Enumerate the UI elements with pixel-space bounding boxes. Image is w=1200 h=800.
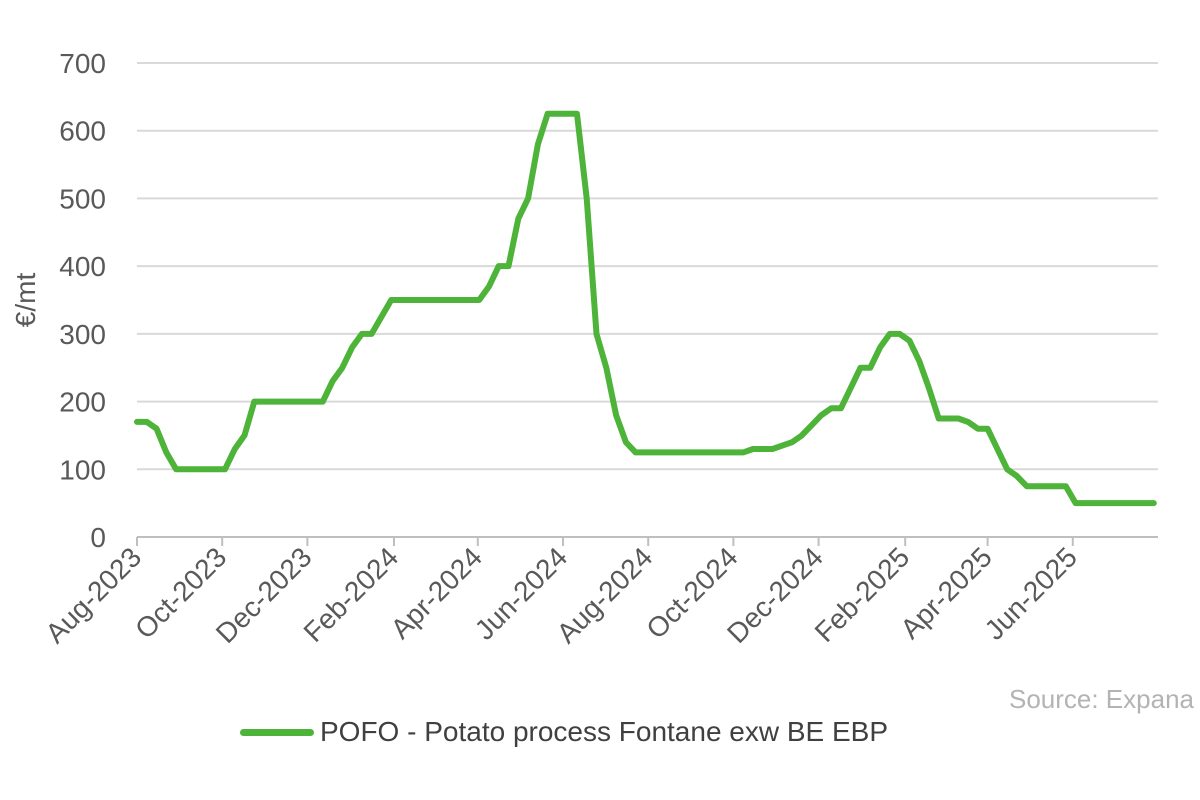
legend-label: POFO - Potato process Fontane exw BE EBP xyxy=(320,716,889,747)
gridlines xyxy=(137,62,1158,471)
y-tick-label: 0 xyxy=(90,522,106,553)
legend: POFO - Potato process Fontane exw BE EBP xyxy=(240,716,888,748)
y-tick-label: 300 xyxy=(59,319,106,350)
series-group xyxy=(134,110,1157,507)
y-tick-label: 200 xyxy=(59,387,106,418)
source-note: Source: Expana xyxy=(1008,684,1194,714)
legend-swatch xyxy=(240,728,314,736)
y-tick-label: 100 xyxy=(59,454,106,485)
x-axis-ticks: Aug-2023Oct-2023Dec-2023Feb-2024Apr-2024… xyxy=(39,537,1083,649)
x-tick-label: Apr-2024 xyxy=(385,541,488,644)
series-line xyxy=(134,110,1157,507)
y-tick-label: 400 xyxy=(59,251,106,282)
x-tick-label: Apr-2025 xyxy=(894,541,997,644)
x-tick-label: Jun-2025 xyxy=(979,541,1083,645)
x-tick-label: Feb-2024 xyxy=(298,541,405,648)
y-axis-title: €/mt xyxy=(10,273,41,328)
y-tick-label: 600 xyxy=(59,116,106,147)
x-tick-label: Aug-2023 xyxy=(39,541,147,649)
x-tick-label: Feb-2025 xyxy=(809,541,916,648)
y-axis-ticks: 0 100 200 300 400 500 600 700 xyxy=(59,48,106,553)
y-tick-label: 700 xyxy=(59,48,106,79)
y-tick-label: 500 xyxy=(59,183,106,214)
